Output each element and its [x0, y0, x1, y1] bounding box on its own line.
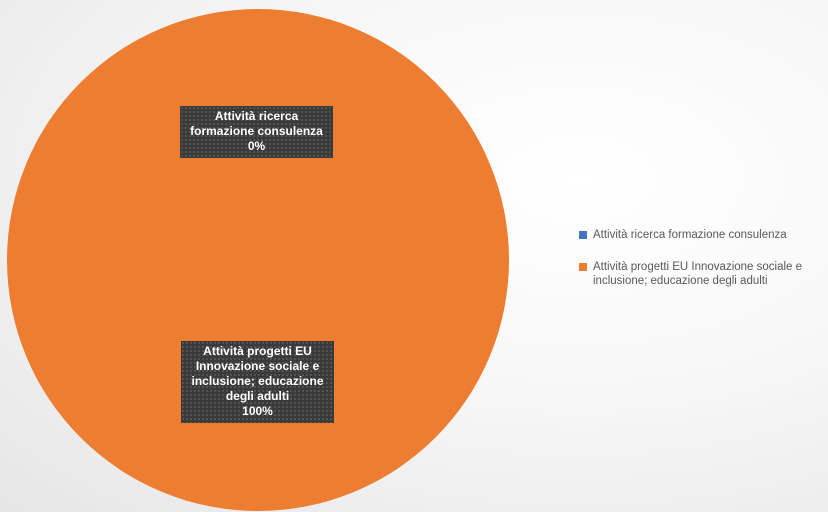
data-label-line: inclusione; educazione: [191, 374, 324, 388]
pie-slices: [7, 9, 509, 511]
data-label-line: Innovazione sociale e: [195, 359, 320, 373]
legend-item-attivita-progetti-eu[interactable]: Attività progetti EU Innovazione sociale…: [579, 260, 828, 288]
chart-legend: Attività ricerca formazione consulenza A…: [579, 228, 828, 288]
legend-swatch-blue-icon: [579, 231, 587, 239]
legend-swatch-orange-icon: [579, 263, 587, 271]
data-label-percent: 0%: [247, 139, 266, 153]
data-label-line: formazione consulenza: [190, 124, 323, 138]
data-label-attivita-progetti-eu: Attività progetti EU Innovazione sociale…: [181, 341, 334, 423]
data-label-attivita-ricerca: Attività ricerca formazione consulenza 0…: [180, 106, 333, 158]
legend-label: Attività ricerca formazione consulenza: [593, 229, 787, 241]
data-label-line: Attività progetti EU: [203, 344, 312, 358]
legend-item-attivita-ricerca[interactable]: Attività ricerca formazione consulenza: [579, 228, 828, 242]
data-label-percent: 100%: [242, 404, 273, 418]
data-label-line: Attività ricerca: [214, 109, 299, 123]
legend-label: Attività progetti EU Innovazione sociale…: [593, 261, 803, 287]
data-label-line: degli adulti: [225, 389, 290, 403]
pie-slice-attivita-progetti-eu[interactable]: [7, 9, 509, 511]
